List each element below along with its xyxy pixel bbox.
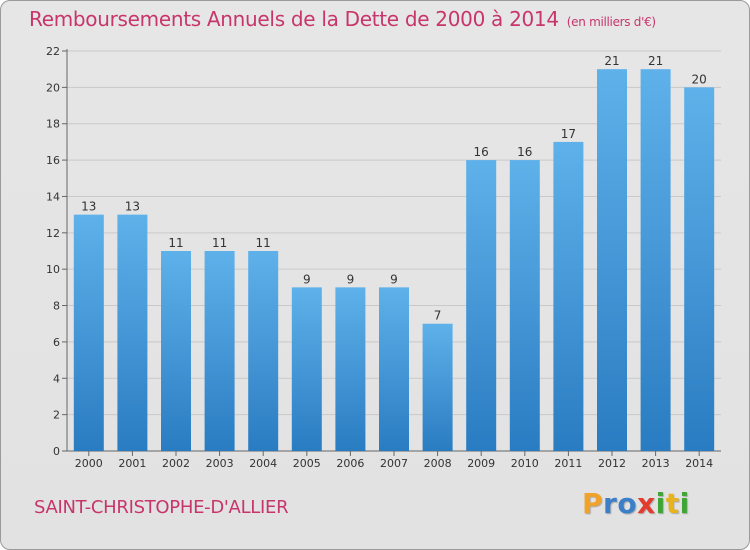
chart-title-text: Remboursements Annuels de la Dette de 20…	[29, 7, 559, 31]
chart-title: Remboursements Annuels de la Dette de 20…	[29, 7, 656, 31]
bar-2008[interactable]	[422, 323, 453, 451]
y-tick-label: 14	[46, 190, 60, 203]
value-label-2000: 13	[81, 200, 96, 214]
y-tick-label: 10	[46, 263, 60, 276]
bar-2007[interactable]	[379, 287, 409, 451]
proxiti-logo[interactable]: Proxiti	[582, 487, 690, 527]
value-label-2012: 21	[604, 54, 619, 68]
x-tick-label-2014: 2014	[685, 457, 713, 470]
x-tick-label-2002: 2002	[162, 457, 190, 470]
x-tick-label-2006: 2006	[336, 457, 364, 470]
bars	[73, 69, 715, 451]
bar-2001[interactable]	[117, 214, 148, 451]
x-tick-label-2003: 2003	[206, 457, 234, 470]
y-tick-label: 6	[53, 336, 60, 349]
x-tick-label-2013: 2013	[642, 457, 670, 470]
y-tick-label: 2	[53, 409, 60, 422]
bar-2011[interactable]	[553, 141, 584, 451]
x-tick-label-2011: 2011	[554, 457, 582, 470]
x-tick-label-2001: 2001	[118, 457, 146, 470]
bar-2005[interactable]	[291, 287, 322, 451]
bar-2002[interactable]	[161, 251, 191, 451]
logo-letter: t	[665, 487, 680, 520]
bar-2013[interactable]	[640, 69, 671, 451]
x-tick-label-2009: 2009	[467, 457, 495, 470]
x-tick-label-2005: 2005	[293, 457, 321, 470]
bar-2010[interactable]	[509, 160, 540, 451]
y-tick-label: 16	[46, 154, 60, 167]
value-label-2013: 21	[648, 54, 663, 68]
bar-2009[interactable]	[466, 160, 497, 451]
value-labels: 13 13 11 11 11 9 9 9 7 16 16 17 21 21 20	[81, 54, 707, 323]
bar-2000[interactable]	[73, 214, 104, 451]
x-tick-label-2010: 2010	[511, 457, 539, 470]
value-label-2008: 7	[434, 309, 442, 323]
y-tick-label: 22	[46, 45, 60, 58]
value-label-2014: 20	[692, 72, 707, 86]
y-tick-label: 0	[53, 445, 60, 458]
commune-name: SAINT-CHRISTOPHE-D'ALLIER	[34, 497, 289, 518]
bar-2003[interactable]	[204, 251, 235, 451]
bar-2004[interactable]	[248, 251, 279, 451]
value-label-2010: 16	[517, 145, 532, 159]
unit-note: (en milliers d'€)	[566, 15, 656, 29]
x-tick-label-2000: 2000	[75, 457, 103, 470]
logo-letter: x	[637, 487, 656, 520]
y-tick-label: 12	[46, 227, 60, 240]
y-tick-labels: 0 2 4 6 8 10 12 14 16 18 20 22	[46, 45, 60, 458]
y-tick-label: 20	[46, 81, 60, 94]
value-label-2009: 16	[474, 145, 489, 159]
value-label-2007: 9	[390, 272, 398, 286]
value-label-2004: 11	[256, 236, 271, 250]
logo-letter: o	[617, 487, 638, 520]
y-tick-label: 18	[46, 118, 60, 131]
value-label-2001: 13	[125, 200, 140, 214]
bar-2012[interactable]	[597, 69, 627, 451]
logo-letter: r	[603, 487, 618, 520]
y-tick-label: 4	[53, 372, 60, 385]
x-tick-label-2012: 2012	[598, 457, 626, 470]
value-label-2005: 9	[303, 272, 311, 286]
value-label-2002: 11	[168, 236, 183, 250]
logo-letter: i	[679, 487, 690, 520]
x-tick-label-2004: 2004	[249, 457, 277, 470]
x-tick-label-2008: 2008	[424, 457, 452, 470]
logo-letter: i	[655, 487, 666, 520]
value-label-2011: 17	[561, 127, 576, 141]
value-label-2006: 9	[347, 272, 355, 286]
x-tick-label-2007: 2007	[380, 457, 408, 470]
y-tick-label: 8	[53, 300, 60, 313]
x-tick-labels: 2000 2001 2002 2003 2004 2005 2006 2007 2008 2009…	[75, 457, 713, 470]
value-label-2003: 11	[212, 236, 227, 250]
logo-letter: P	[582, 487, 604, 520]
bar-2014[interactable]	[684, 87, 715, 451]
bar-2006[interactable]	[335, 287, 366, 451]
